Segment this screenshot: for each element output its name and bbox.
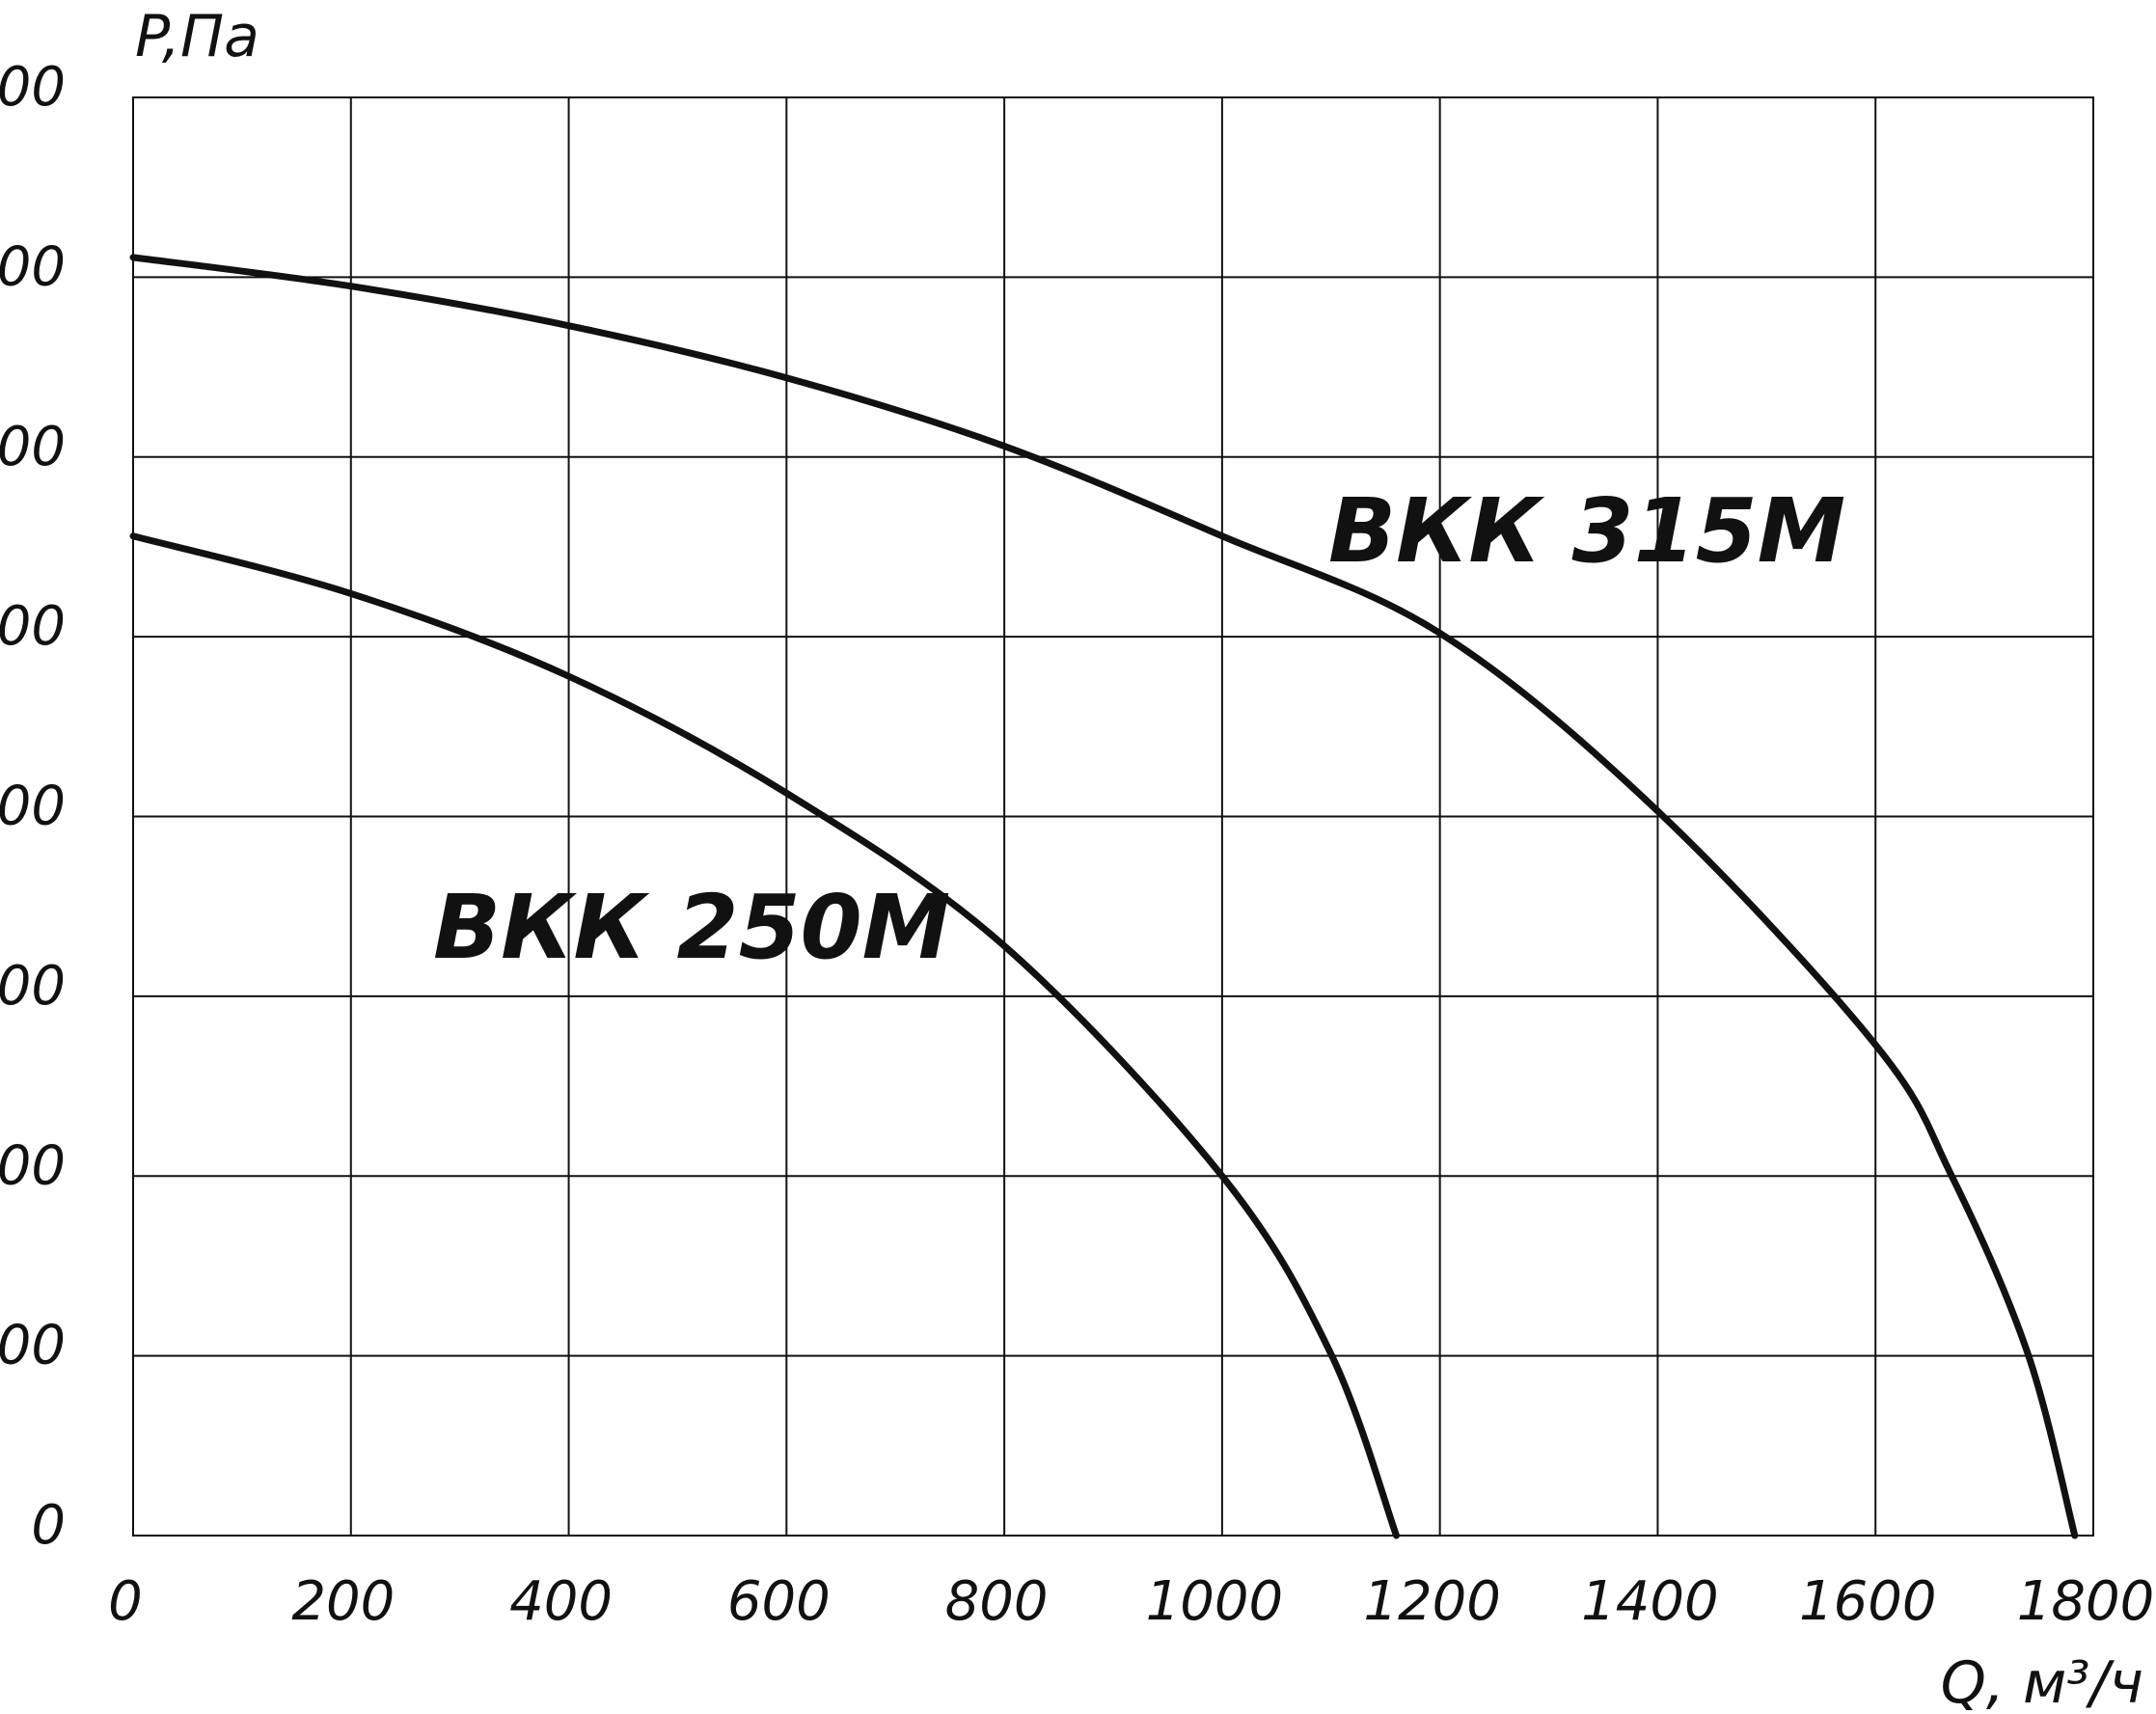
curve-label: ВКК 315М [1328,479,1845,583]
x-tick-label: 600 [727,1570,831,1633]
x-tick-label: 1200 [1363,1570,1501,1633]
y-tick-label: 700 [0,235,66,298]
x-tick-label: 1000 [1146,1570,1284,1633]
y-tick-label: 0 [31,1494,66,1557]
curve-label: ВКК 250М [433,876,950,979]
x-tick-label: 0 [108,1570,143,1633]
x-tick-label: 1600 [1799,1570,1937,1633]
y-tick-label: 200 [0,1134,66,1197]
y-tick-label: 400 [0,775,66,838]
x-tick-label: 1800 [2017,1570,2155,1633]
y-tick-label: 500 [0,595,66,658]
curve [129,532,1401,1539]
y-tick-label: 800 [0,56,66,119]
curve [129,254,2079,1539]
y-tick-label: 600 [0,416,66,478]
x-tick-label: 800 [945,1570,1049,1633]
x-tick-label: 200 [291,1570,395,1633]
y-tick-label: 100 [0,1315,66,1377]
x-tick-label: 1400 [1581,1570,1719,1633]
y-tick-label: 300 [0,955,66,1018]
x-tick-label: 400 [509,1570,613,1633]
y-axis-title: P,Па [135,3,259,70]
x-axis-title: Q, м³/ч [1941,1649,2143,1714]
